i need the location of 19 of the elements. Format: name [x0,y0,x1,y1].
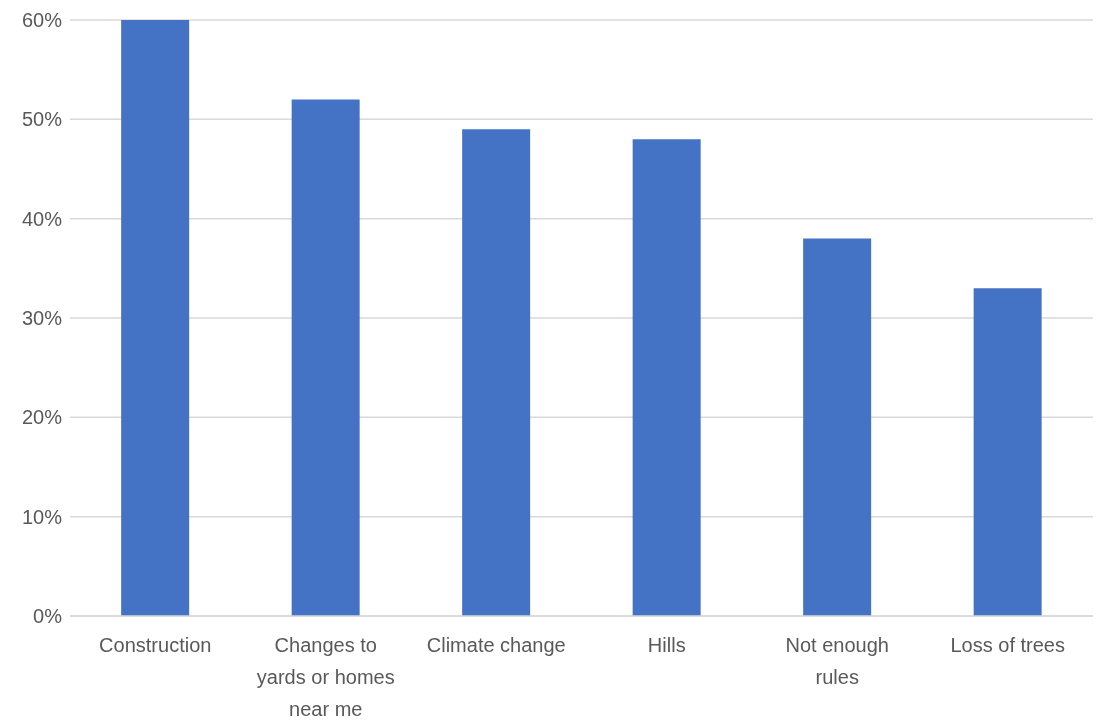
x-tick-label: Changes to yards or homes near me [256,634,395,720]
x-tick-label: Climate change [426,634,566,656]
bar [462,129,531,616]
y-tick-label: 20% [21,406,63,429]
y-tick-label: 50% [21,108,63,131]
bar [803,238,872,616]
y-tick-label: 10% [21,505,63,528]
bar [632,139,701,616]
y-tick-label: 40% [21,207,63,230]
y-tick-label: 0% [33,605,63,628]
bar [291,99,360,616]
bar [973,288,1042,616]
x-tick-label: Hills [647,634,686,656]
bar [121,20,190,616]
x-tick-label: Not enough rules [785,634,889,688]
y-tick-label: 30% [21,307,63,330]
x-tick-label: Loss of trees [950,634,1066,656]
y-tick-label: 60% [21,9,63,32]
x-tick-label: Construction [99,634,212,656]
